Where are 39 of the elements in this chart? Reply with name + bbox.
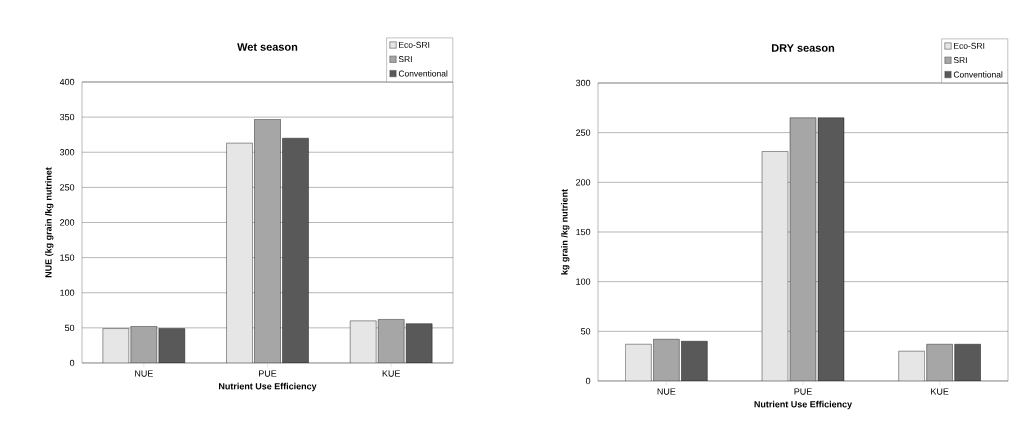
chart-title: DRY season bbox=[771, 44, 835, 52]
y-tick-label: 100 bbox=[576, 278, 591, 285]
y-tick-label: 100 bbox=[60, 289, 75, 296]
y-tick-label: 50 bbox=[580, 328, 591, 335]
y-tick-label: 0 bbox=[69, 359, 75, 367]
y-tick-label: 200 bbox=[576, 179, 591, 186]
legend-label: Conventional bbox=[953, 71, 1003, 78]
x-tick-label: KUE bbox=[382, 370, 401, 377]
y-tick-label: 400 bbox=[59, 78, 75, 86]
y-tick-label: 150 bbox=[60, 254, 75, 261]
y-tick-label: 150 bbox=[576, 228, 591, 236]
legend-label: Eco-SRI bbox=[399, 41, 430, 48]
x-tick-label: NUE bbox=[135, 370, 153, 377]
legend-label: SRI bbox=[953, 57, 967, 64]
y-tick-label: 50 bbox=[64, 324, 75, 332]
y-tick-label: 300 bbox=[59, 149, 75, 156]
bar bbox=[349, 320, 377, 363]
legend-label: Conventional bbox=[398, 70, 448, 77]
y-tick-label: 300 bbox=[575, 79, 591, 87]
y-tick-label: 250 bbox=[576, 129, 591, 136]
y-axis-title: NUE (kg grain /kg nutrinet bbox=[45, 167, 54, 278]
x-tick-label: PUE bbox=[794, 388, 812, 395]
bar bbox=[405, 323, 433, 363]
bar bbox=[226, 142, 253, 363]
y-tick-label: 250 bbox=[60, 184, 75, 191]
chart-title: Wet season bbox=[237, 43, 298, 51]
y-tick-label: 350 bbox=[59, 113, 75, 121]
y-tick-label: 0 bbox=[585, 377, 591, 385]
y-axis-title: kg grain /kg nutrient bbox=[561, 189, 570, 275]
legend-label: Eco-SRI bbox=[954, 42, 985, 49]
x-tick-label: PUE bbox=[259, 370, 277, 377]
x-axis-title: Nutrient Use Efficiency bbox=[219, 382, 317, 392]
x-tick-label: NUE bbox=[657, 388, 676, 395]
bar bbox=[282, 137, 309, 363]
x-tick-label: KUE bbox=[931, 388, 949, 395]
y-tick-label: 200 bbox=[60, 219, 75, 226]
legend-label: SRI bbox=[398, 56, 412, 63]
x-axis-title: Nutrient Use Efficiency bbox=[754, 400, 853, 410]
bar bbox=[158, 328, 186, 363]
